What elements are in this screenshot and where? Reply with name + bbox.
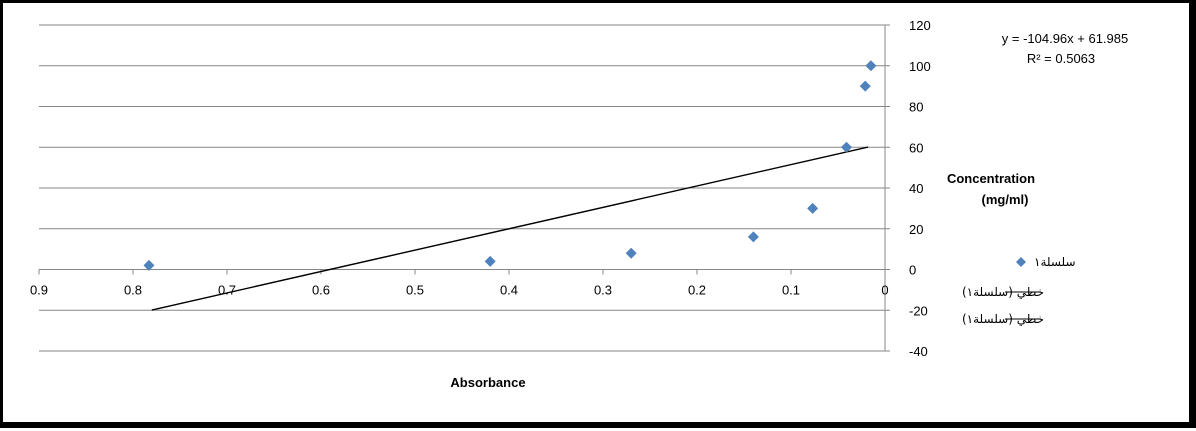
y-tick-label: -20 [909,303,928,318]
data-point [625,247,637,259]
x-tick-label: 0.3 [594,283,612,298]
y-tick-label: 0 [909,263,916,278]
x-tick-label: 0.8 [124,283,142,298]
y-tick-label: 100 [909,59,931,74]
data-point [807,202,819,214]
data-points [143,60,877,271]
trendline-layer [151,146,869,311]
x-tick-label: 0 [881,283,888,298]
gridlines [39,24,885,352]
y-axis-title-line1: Concentration [947,171,1035,186]
x-tick-label: 0.1 [782,283,800,298]
data-point [859,80,871,92]
axes [38,24,890,352]
trendline [151,146,869,311]
y-axis-title-line2: (mg/ml) [982,192,1029,207]
data-point [747,231,759,243]
legend: سلسلة١ خطي (سلسلة١) خطي (سلسلة١) [962,255,1076,326]
y-tick-label: 80 [909,100,923,115]
x-tick-label: 0.9 [30,283,48,298]
y-tick-label: 20 [909,222,923,237]
x-tick-label: 0.6 [312,283,330,298]
legend-trendline-label-2: خطي (سلسلة١) [962,312,1044,326]
y-tick-label: 60 [909,140,923,155]
data-point [865,60,877,72]
y-tick-label: -40 [909,344,928,359]
y-tick-label: 40 [909,181,923,196]
x-tick-label: 0.5 [406,283,424,298]
data-point [143,259,155,271]
scatter-chart: -40 -20 0 20 40 60 80 100 120 0 0.1 0.2 0.3 0.4 0.5 0.6… [30,18,1128,390]
data-point [484,255,496,267]
trendline-equation: y = -104.96x + 61.985 [1002,31,1128,46]
y-tick-label: 120 [909,18,931,33]
tick-labels: -40 -20 0 20 40 60 80 100 120 0 0.1 0.2 0.3 0.4 0.5 0.6… [30,18,931,359]
data-point [840,141,852,153]
legend-trendline-label-1: خطي (سلسلة١) [962,285,1044,299]
x-tick-label: 0.7 [218,283,236,298]
x-tick-label: 0.4 [500,283,518,298]
trendline-r-squared: R² = 0.5063 [1027,51,1095,66]
x-tick-label: 0.2 [688,283,706,298]
legend-series-label: سلسلة١ [1034,255,1076,269]
legend-marker-diamond [1016,257,1026,267]
x-axis-title: Absorbance [450,375,525,390]
